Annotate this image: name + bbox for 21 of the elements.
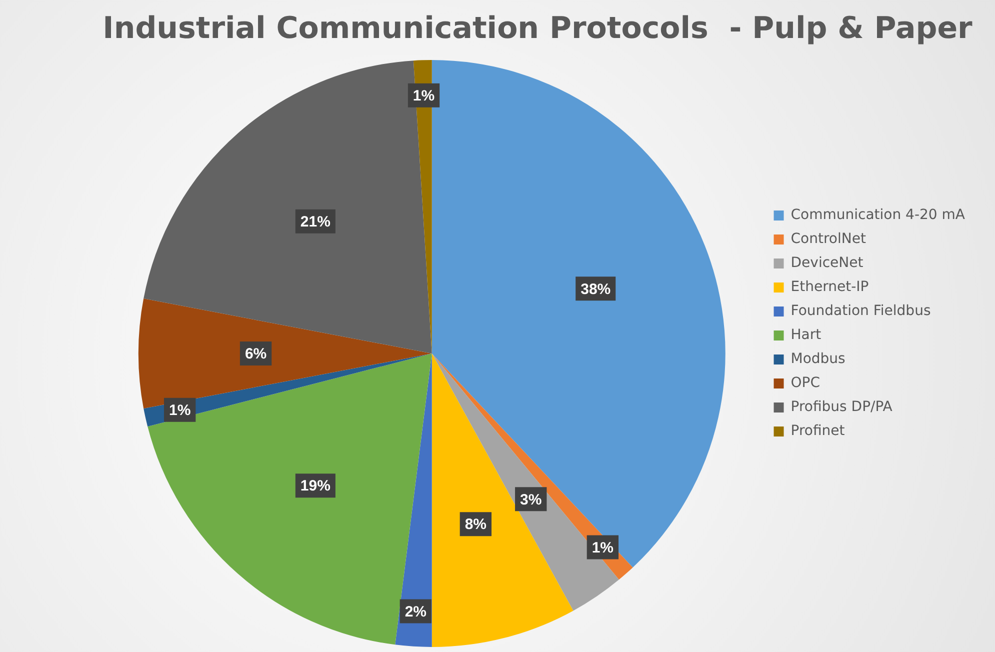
data-label: 2% xyxy=(404,603,427,620)
chart-title: Industrial Communication Protocols - Pulp & Paper xyxy=(102,10,973,46)
legend-label: DeviceNet xyxy=(790,255,864,272)
legend-label: Profinet xyxy=(790,423,846,440)
legend-label: ControlNet xyxy=(790,231,866,248)
legend-label: Profibus DP/PA xyxy=(790,399,893,416)
data-label: 1% xyxy=(412,87,435,104)
data-label: 21% xyxy=(300,214,330,231)
data-label: 1% xyxy=(592,539,614,556)
legend-label: Foundation Fieldbus xyxy=(790,303,931,320)
data-label: 3% xyxy=(520,491,542,508)
legend-label: Modbus xyxy=(790,351,846,368)
data-label: 38% xyxy=(580,280,611,298)
data-label: 1% xyxy=(168,402,191,419)
data-label: 6% xyxy=(244,346,267,363)
legend-label: Communication 4-20 mA xyxy=(790,207,966,224)
data-label: 8% xyxy=(464,516,487,534)
data-label: 19% xyxy=(300,478,330,495)
legend-label: OPC xyxy=(790,375,820,392)
legend-label: Ethernet-IP xyxy=(790,279,869,296)
legend-label: Hart xyxy=(790,327,822,344)
